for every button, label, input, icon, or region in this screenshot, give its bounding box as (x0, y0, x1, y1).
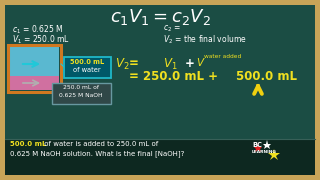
Text: 250.0 mL of: 250.0 mL of (63, 85, 99, 90)
Text: $\it{V}$: $\it{V}$ (196, 56, 206, 68)
Text: 0.625 M NaOH solution. What is the final [NaOH]?: 0.625 M NaOH solution. What is the final… (10, 150, 184, 157)
Text: +: + (185, 57, 195, 70)
Text: $\it{c}_1\it{V}_1 = \it{c}_2\it{V}_2$: $\it{c}_1\it{V}_1 = \it{c}_2\it{V}_2$ (109, 7, 211, 27)
Text: of water is added to 250.0 mL of: of water is added to 250.0 mL of (42, 141, 158, 147)
Bar (5, 139, 315, 175)
Bar (8, 45, 61, 92)
Text: LEARNING: LEARNING (252, 150, 277, 154)
Text: $\it{c}_1$ = 0.625 M: $\it{c}_1$ = 0.625 M (12, 24, 63, 37)
Text: =: = (129, 57, 139, 70)
Text: water added: water added (204, 54, 241, 59)
FancyBboxPatch shape (63, 57, 110, 78)
Text: of water: of water (73, 67, 101, 73)
Text: = 250.0 mL +: = 250.0 mL + (129, 70, 218, 83)
FancyBboxPatch shape (52, 82, 110, 103)
Text: $\it{V}_1$: $\it{V}_1$ (163, 57, 178, 72)
Text: $\it{V}_2$: $\it{V}_2$ (115, 57, 130, 72)
Text: 500.0 mL: 500.0 mL (236, 70, 297, 83)
Text: 500.0 mL: 500.0 mL (70, 59, 104, 65)
Text: $\it{V}_2$ = the final volume: $\it{V}_2$ = the final volume (163, 33, 247, 46)
Text: BC: BC (252, 142, 262, 148)
Bar (10, 47, 59, 76)
Text: 500.0 mL: 500.0 mL (10, 141, 46, 147)
Bar (10, 76, 59, 90)
Text: 0.625 M NaOH: 0.625 M NaOH (59, 93, 103, 98)
Text: $\it{V}_1$ = 250.0 mL: $\it{V}_1$ = 250.0 mL (12, 33, 70, 46)
Text: $\it{c}_2$ =: $\it{c}_2$ = (163, 24, 181, 35)
